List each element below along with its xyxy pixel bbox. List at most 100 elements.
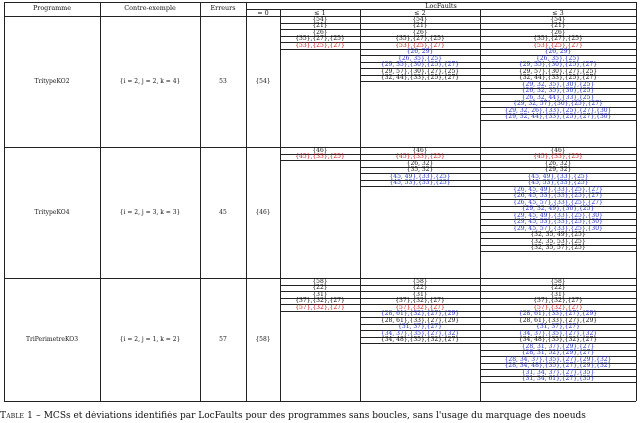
cell-entry: {53},{25},{27} [295,41,345,49]
cell-entry: {29, 35},{30},{25},{27} [380,61,460,68]
cell-rule [480,343,636,345]
cell-rule [280,22,360,24]
cell-rule [480,166,636,168]
row-erreurs: 57 [219,335,227,343]
cell-rule [360,68,480,70]
cell-entry: {29, 32, 26},{33},{25},{27},{30} [504,106,612,114]
cell-rule [480,231,636,233]
cell-rule [280,297,360,299]
header-erreurs: Erreurs [210,4,236,12]
results-table: Programme Contre-exemple Erreurs LocFaults =… [4,1,637,402]
table-border-left [4,2,5,401]
cell-entry: {26} [312,28,328,36]
cell-rule [360,323,480,325]
cell-entry: {26, 32, 35},{30},{25} [521,87,595,94]
row-k0: {54} [255,77,271,85]
cell-entry: {31, 34, 37},{27},{35} [521,368,595,376]
cell-entry: {35},{27},{25} [395,35,445,42]
cell-entry: {29, 32, 44},{33},{25},{27},{30} [504,113,612,120]
cell-entry: {57},{32},{27} [295,303,345,311]
cell-rule [480,81,636,83]
cell-rule [280,304,360,306]
cell-entry: {54} [312,15,328,23]
header-locfaults: LocFaults [425,1,457,10]
cell-rule [480,160,636,162]
cell-entry: {29, 32} [544,166,572,173]
cell-entry: {45, 49},{33},{25} [389,172,451,180]
cell-rule [480,317,636,319]
cell-rule [480,55,636,57]
cell-rule [280,160,360,162]
cell-entry: {22} [312,284,328,291]
cell-rule [480,244,636,246]
cell-entry: {29, 32, 35},{30},{25} [521,80,595,88]
cell-entry: {35},{27},{25} [295,35,345,42]
cell-rule [280,310,360,312]
cell-entry: {31} [312,290,328,298]
cell-rule [360,336,480,338]
cell-rule [480,310,636,312]
cell-rule [360,81,480,83]
row-programme: TritypeKO2 [34,77,70,85]
cell-entry: {31} [412,290,428,298]
cell-rule [280,284,360,286]
cell-entry: {46} [412,146,428,154]
row-erreurs: 45 [219,208,227,216]
cell-entry: {37},{32},{27} [395,297,445,304]
row-k0: {58} [255,335,271,343]
cell-entry: {29, 45, 57},{33},{25},{30} [513,224,603,232]
cell-entry: {26, 29} [544,48,572,55]
cell-entry: {45, 53},{33},{25} [389,179,451,186]
cell-entry: {37},{32},{27} [295,297,345,304]
cell-rule [360,166,480,168]
cell-entry: {32, 35, 49},{25} [530,231,586,238]
table-caption: Table 1 – MCSs et déviations identifiés … [0,411,640,421]
cell-rule [480,291,636,293]
cell-rule [280,153,360,155]
cell-entry: {28, 31, 52},{29},{27} [521,349,595,356]
cell-rule [480,153,636,155]
cell-entry: {45},{33},{25} [533,153,583,160]
cell-rule [360,35,480,37]
cell-entry: {21} [412,22,428,29]
cell-rule [360,343,480,345]
cell-entry: {32, 35, 53},{25} [530,237,586,245]
header-contre-exemple: Contre-exemple [124,4,176,12]
column-rule [360,9,361,401]
cell-entry: {32, 44},{33},{25},{27} [380,74,460,81]
column-rule [480,9,481,401]
cell-entry: {31, 34, 61},{27},{35} [521,375,595,382]
cell-entry: {28, 31, 37},{29},{27} [521,342,595,350]
cell-entry: {26, 45, 49},{33},{25},{27} [513,185,603,193]
table-border-right [636,2,637,401]
cell-entry: {26, 32} [544,159,572,167]
cell-entry: {46} [312,146,328,154]
cell-entry: {26, 32, 44},{33},{25} [521,93,595,101]
cell-entry: {54} [412,15,428,23]
cell-entry: {22} [412,284,428,291]
header-k2: ≤ 2 [414,8,426,17]
cell-rule [480,238,636,240]
cell-rule [280,291,360,293]
cell-rule [360,22,480,24]
cell-entry: {34, 37},{35},{27},{32} [518,329,598,337]
cell-entry: {29, 57},{30},{27},{25} [380,67,460,75]
cell-entry: {32, 35, 57},{25} [530,244,586,251]
cell-rule [360,297,480,299]
cell-rule [280,35,360,37]
cell-rule [480,323,636,325]
cell-entry: {54} [550,15,566,23]
cell-rule [360,48,480,50]
cell-entry: {45, 49},{33},{25} [527,172,589,180]
cell-entry: {31} [550,290,566,298]
cell-entry: {21} [312,22,328,29]
cell-rule [360,317,480,319]
cell-rule [480,120,636,122]
caption-label: Table 1 – [0,411,41,421]
cell-rule [480,205,636,207]
header-k1: ≤ 1 [314,8,326,17]
caption-text: MCSs et déviations identifiés par LocFau… [40,411,586,421]
cell-entry: {26, 45, 57},{33},{25},{27} [513,198,603,206]
cell-rule [480,74,636,76]
